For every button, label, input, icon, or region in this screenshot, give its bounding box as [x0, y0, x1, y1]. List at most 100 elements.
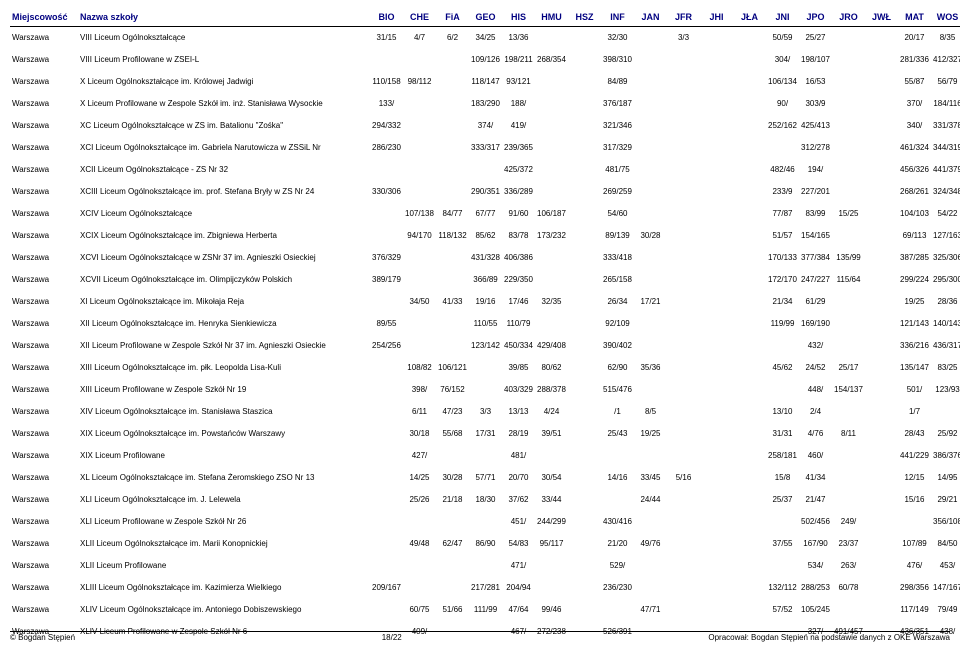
cell-data: 448/ — [799, 378, 832, 400]
cell-data: 333/418 — [601, 246, 634, 268]
cell-data — [667, 136, 700, 158]
cell-data: 127/163 — [931, 224, 960, 246]
cell-data: 515/476 — [601, 378, 634, 400]
cell-data — [370, 158, 403, 180]
table-row: WarszawaX Liceum Ogólnokształcące im. Kr… — [10, 70, 960, 92]
table-row: WarszawaXLIV Liceum Ogólnokształcące im.… — [10, 598, 960, 620]
cell-data: 32/30 — [601, 26, 634, 48]
cell-data — [733, 422, 766, 444]
cell-nazwa: XIII Liceum Ogólnokształcące im. płk. Le… — [80, 356, 370, 378]
cell-data — [469, 510, 502, 532]
cell-nazwa: XIX Liceum Ogólnokształcące im. Powstańc… — [80, 422, 370, 444]
cell-data: 86/90 — [469, 532, 502, 554]
cell-data: 406/386 — [502, 246, 535, 268]
cell-data: 432/ — [799, 334, 832, 356]
cell-data — [568, 202, 601, 224]
cell-data: 333/317 — [469, 136, 502, 158]
cell-miejscowosc: Warszawa — [10, 598, 80, 620]
cell-data — [568, 334, 601, 356]
cell-data: 227/201 — [799, 180, 832, 202]
cell-data: 3/3 — [469, 400, 502, 422]
cell-data — [700, 180, 733, 202]
cell-data: 460/ — [799, 444, 832, 466]
cell-data: 265/158 — [601, 268, 634, 290]
cell-data: 376/187 — [601, 92, 634, 114]
cell-data — [832, 312, 865, 334]
cell-data — [436, 114, 469, 136]
cell-data — [667, 180, 700, 202]
cell-data: 12/15 — [898, 466, 931, 488]
cell-miejscowosc: Warszawa — [10, 290, 80, 312]
cell-data: 56/79 — [931, 70, 960, 92]
cell-nazwa: XI Liceum Ogólnokształcące im. Mikołaja … — [80, 290, 370, 312]
cell-nazwa: XLIII Liceum Ogólnokształcące im. Kazimi… — [80, 576, 370, 598]
col-wos: WOS — [931, 8, 960, 26]
cell-data — [370, 202, 403, 224]
cell-data: 69/113 — [898, 224, 931, 246]
cell-data: 17/31 — [469, 422, 502, 444]
cell-data — [733, 180, 766, 202]
col-hsz: HSZ — [568, 8, 601, 26]
cell-data: 14/25 — [403, 466, 436, 488]
cell-data — [568, 378, 601, 400]
cell-data — [865, 202, 898, 224]
cell-nazwa: XIV Liceum Ogólnokształcące im. Stanisła… — [80, 400, 370, 422]
cell-data: 387/285 — [898, 246, 931, 268]
cell-data: 268/261 — [898, 180, 931, 202]
cell-data: 119/99 — [766, 312, 799, 334]
cell-data — [865, 400, 898, 422]
col-fia: FiA — [436, 8, 469, 26]
cell-miejscowosc: Warszawa — [10, 180, 80, 202]
cell-data — [667, 378, 700, 400]
cell-data — [733, 598, 766, 620]
cell-data: 173/232 — [535, 224, 568, 246]
table-row: WarszawaXCIII Liceum Ogólnokształcące im… — [10, 180, 960, 202]
cell-data — [469, 356, 502, 378]
cell-data — [733, 202, 766, 224]
cell-data: 54/83 — [502, 532, 535, 554]
cell-data — [568, 356, 601, 378]
table-row: WarszawaXL Liceum Ogólnokształcące im. S… — [10, 466, 960, 488]
cell-data — [403, 92, 436, 114]
cell-data: 57/71 — [469, 466, 502, 488]
cell-data: 4/76 — [799, 422, 832, 444]
footer-page-number: 18/22 — [382, 633, 402, 642]
col-mat: MAT — [898, 8, 931, 26]
cell-data: 15/16 — [898, 488, 931, 510]
cell-miejscowosc: Warszawa — [10, 92, 80, 114]
cell-data — [865, 268, 898, 290]
cell-data: 79/49 — [931, 598, 960, 620]
cell-data: 8/11 — [832, 422, 865, 444]
cell-nazwa: XCIV Liceum Ogólnokształcące — [80, 202, 370, 224]
cell-data: 25/92 — [931, 422, 960, 444]
cell-nazwa: VIII Liceum Ogólnokształcące — [80, 26, 370, 48]
cell-miejscowosc: Warszawa — [10, 158, 80, 180]
cell-data — [469, 158, 502, 180]
cell-data: 51/66 — [436, 598, 469, 620]
cell-data: 25/17 — [832, 356, 865, 378]
cell-data — [667, 400, 700, 422]
cell-data — [832, 158, 865, 180]
cell-data: 123/93 — [931, 378, 960, 400]
cell-data — [733, 48, 766, 70]
cell-nazwa: X Liceum Profilowane w Zespole Szkół im.… — [80, 92, 370, 114]
cell-data: 19/16 — [469, 290, 502, 312]
cell-data: 217/281 — [469, 576, 502, 598]
cell-data: 398/ — [403, 378, 436, 400]
cell-data: 31/15 — [370, 26, 403, 48]
cell-data: 61/29 — [799, 290, 832, 312]
cell-data — [535, 554, 568, 576]
cell-data — [832, 224, 865, 246]
cell-data — [403, 312, 436, 334]
cell-data: 60/75 — [403, 598, 436, 620]
cell-miejscowosc: Warszawa — [10, 532, 80, 554]
cell-data — [667, 48, 700, 70]
cell-data — [700, 268, 733, 290]
cell-data — [832, 180, 865, 202]
cell-data — [865, 532, 898, 554]
cell-data: 24/52 — [799, 356, 832, 378]
cell-miejscowosc: Warszawa — [10, 136, 80, 158]
cell-data: 429/408 — [535, 334, 568, 356]
cell-data: 25/43 — [601, 422, 634, 444]
cell-data — [370, 510, 403, 532]
